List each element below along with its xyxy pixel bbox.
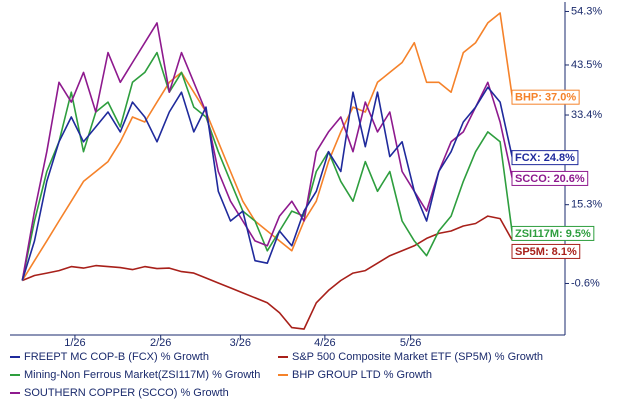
x-tick-label: 4/26 bbox=[314, 337, 335, 349]
end-label: SCCO: 20.6% bbox=[511, 170, 589, 186]
series-line bbox=[21, 22, 514, 281]
x-tick-label: 3/26 bbox=[230, 337, 251, 349]
end-label-text: FCX: 24.8% bbox=[515, 152, 575, 164]
y-tick-label: 43.5% bbox=[571, 59, 602, 71]
series-line bbox=[21, 215, 513, 330]
end-label-text: SCCO: 20.6% bbox=[515, 173, 585, 185]
end-label: FCX: 24.8% bbox=[511, 150, 579, 166]
end-label-box bbox=[511, 225, 595, 241]
y-tick-label: 15.3% bbox=[571, 199, 602, 211]
y-tick-label: 54.3% bbox=[571, 5, 602, 17]
end-label-box bbox=[511, 170, 589, 186]
x-tick-label: 5/26 bbox=[400, 337, 421, 349]
end-label: BHP: 37.0% bbox=[511, 89, 580, 105]
legend-label: S&P 500 Composite Market ETF (SP5M) % Gr… bbox=[292, 351, 543, 363]
end-label-text: ZSI117M: 9.5% bbox=[515, 228, 591, 240]
series-line bbox=[21, 51, 514, 281]
end-label-box bbox=[511, 89, 580, 105]
legend-label: FREEPT MC COP-B (FCX) % Growth bbox=[24, 351, 209, 363]
series-line bbox=[21, 86, 514, 281]
end-label-box bbox=[511, 150, 579, 166]
x-tick-label: 1/26 bbox=[64, 337, 85, 349]
end-label-text: SP5M: 8.1% bbox=[515, 246, 577, 258]
end-label: ZSI117M: 9.5% bbox=[511, 225, 595, 241]
series-line bbox=[21, 12, 514, 281]
x-tick-label: 2/26 bbox=[150, 337, 171, 349]
legend-label: BHP GROUP LTD % Growth bbox=[292, 369, 432, 381]
legend-label: SOUTHERN COPPER (SCCO) % Growth bbox=[24, 387, 229, 399]
end-label: SP5M: 8.1% bbox=[511, 243, 581, 259]
end-label-box bbox=[511, 243, 581, 259]
end-label-text: BHP: 37.0% bbox=[515, 92, 576, 104]
y-tick-label: 33.4% bbox=[571, 109, 602, 121]
legend-label: Mining-Non Ferrous Market(ZSI117M) % Gro… bbox=[24, 369, 260, 381]
y-tick-label: -0.6% bbox=[571, 277, 600, 289]
